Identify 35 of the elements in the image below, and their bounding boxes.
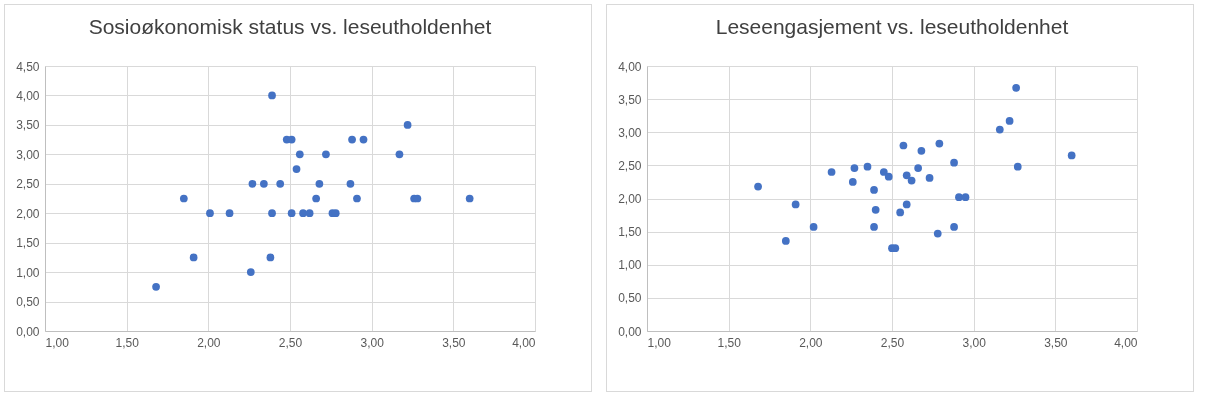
x-tick-label: 4,00: [512, 335, 536, 350]
x-tick-label: 2,00: [197, 335, 221, 350]
x-tick-label: 2,50: [278, 335, 303, 350]
y-tick-label: 0,00: [16, 324, 40, 339]
x-tick-label: 1,50: [115, 335, 140, 350]
y-tick-label: 4,00: [618, 59, 642, 74]
y-tick-label: 0,50: [16, 295, 40, 310]
y-tick-label: 2,50: [16, 177, 40, 192]
x-tick-label: 2,50: [880, 335, 905, 350]
y-tick-label: 1,50: [16, 236, 40, 251]
y-tick-label: 2,00: [16, 206, 40, 221]
y-tick-label: 0,00: [618, 324, 642, 339]
y-tick-label: 3,00: [618, 125, 642, 140]
x-tick-label: 3,00: [962, 335, 987, 350]
x-tick-label: 3,50: [1044, 335, 1068, 350]
x-tick-label: 1,00: [647, 335, 672, 350]
y-tick-label: 2,00: [618, 192, 642, 206]
y-tick-label: 3,00: [16, 147, 40, 162]
chart-title: Sosioøkonomisk status vs. leseutholdenhet: [88, 15, 492, 38]
x-tick-label: 4,00: [1114, 335, 1138, 350]
y-tick-label: 3,50: [16, 118, 40, 133]
y-tick-label: 1,50: [618, 225, 642, 240]
y-tick-label: 3,50: [618, 92, 642, 107]
x-tick-label: 3,50: [442, 335, 466, 350]
y-tick-label: 1,00: [618, 258, 642, 273]
y-tick-label: 4,00: [16, 88, 40, 103]
x-tick-label: 1,00: [45, 335, 70, 350]
y-tick-label: 1,00: [16, 265, 40, 280]
y-tick-label: 2,50: [618, 158, 642, 173]
y-tick-label: 4,50: [16, 59, 40, 74]
x-tick-label: 2,00: [799, 335, 823, 350]
y-tick-label: 0,50: [618, 291, 642, 306]
x-tick-label: 1,50: [717, 335, 742, 350]
chart-title: Leseengasjement vs. leseutholdenhet: [715, 15, 1069, 38]
x-tick-label: 3,00: [360, 335, 385, 350]
